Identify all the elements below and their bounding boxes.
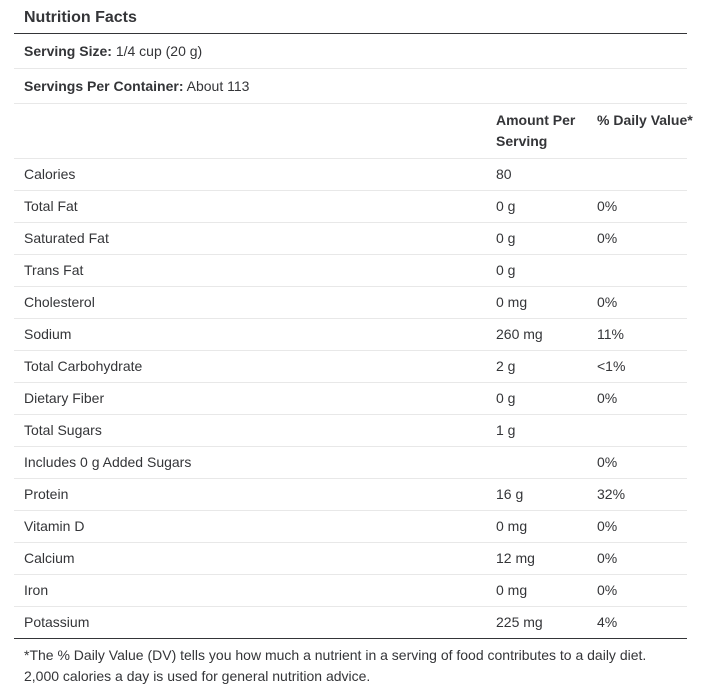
table-row: Iron 0 mg 0%: [14, 575, 687, 607]
column-header-amount-per-serving: Amount Per Serving: [496, 112, 576, 149]
nutrient-name: Total Fat: [24, 198, 78, 214]
nutrient-amount: 260 mg: [496, 326, 543, 342]
nutrient-name: Potassium: [24, 614, 90, 630]
nutrient-name: Calcium: [24, 550, 75, 566]
nutrient-daily-value: 0%: [597, 550, 618, 566]
servings-per-container-row: Servings Per Container: About 113: [14, 69, 687, 104]
nutrient-daily-value: 0%: [597, 518, 618, 534]
nutrient-name: Dietary Fiber: [24, 390, 105, 406]
nutrient-name: Vitamin D: [24, 518, 85, 534]
nutrient-name: Iron: [24, 582, 49, 598]
nutrient-name: Saturated Fat: [24, 230, 109, 246]
table-row: Protein 16 g 32%: [14, 479, 687, 511]
nutrient-daily-value: 0%: [597, 454, 618, 470]
nutrient-amount: 16 g: [496, 486, 524, 502]
nutrient-amount: 0 mg: [496, 294, 528, 310]
table-row: Vitamin D 0 mg 0%: [14, 511, 687, 543]
panel-title: Nutrition Facts: [14, 0, 687, 34]
nutrient-daily-value: 0%: [597, 230, 618, 246]
nutrient-amount: 0 mg: [496, 518, 528, 534]
table-row: Total Fat 0 g 0%: [14, 191, 687, 223]
table-row: Potassium 225 mg 4%: [14, 607, 687, 639]
table-header: Amount Per Serving % Daily Value*: [14, 104, 693, 159]
nutrient-amount: 0 g: [496, 230, 516, 246]
nutrient-name: Calories: [24, 166, 76, 182]
nutrient-amount: 0 g: [496, 198, 516, 214]
nutrient-daily-value: 0%: [597, 294, 618, 310]
nutrient-daily-value: 0%: [597, 390, 618, 406]
nutrient-amount: 0 mg: [496, 582, 528, 598]
nutrient-name: Total Carbohydrate: [24, 358, 143, 374]
nutrient-amount: 12 mg: [496, 550, 535, 566]
nutrient-name: Includes 0 g Added Sugars: [24, 454, 192, 470]
nutrient-amount: 225 mg: [496, 614, 543, 630]
nutrient-amount: 1 g: [496, 422, 516, 438]
nutrient-amount: 0 g: [496, 262, 516, 278]
table-row: Calories 80: [14, 159, 687, 191]
nutrient-daily-value: 0%: [597, 582, 618, 598]
nutrient-daily-value: 11%: [597, 326, 624, 342]
daily-value-footnote: *The % Daily Value (DV) tells you how mu…: [24, 647, 647, 684]
nutrient-daily-value: 32%: [597, 486, 626, 502]
nutrient-daily-value: <1%: [597, 358, 626, 374]
nutrition-facts-panel: Nutrition Facts Serving Size: 1/4 cup (2…: [14, 0, 693, 687]
table-row: Sodium 260 mg 11%: [14, 319, 687, 351]
nutrient-amount: 80: [496, 166, 512, 182]
nutrient-name: Sodium: [24, 326, 72, 342]
nutrient-name: Trans Fat: [24, 262, 84, 278]
table-row: Total Carbohydrate 2 g <1%: [14, 351, 687, 383]
serving-size-label: Serving Size:: [24, 43, 112, 59]
nutrient-name: Protein: [24, 486, 69, 502]
servings-per-container-value: About 113: [186, 78, 250, 94]
table-row: Saturated Fat 0 g 0%: [14, 223, 687, 255]
table-row: Dietary Fiber 0 g 0%: [14, 383, 687, 415]
table-row: Calcium 12 mg 0%: [14, 543, 687, 575]
serving-size-value: 1/4 cup (20 g): [115, 43, 203, 59]
column-header-daily-value: % Daily Value*: [597, 112, 693, 128]
table-row: Cholesterol 0 mg 0%: [14, 287, 687, 319]
table-row: Total Sugars 1 g: [14, 415, 687, 447]
table-row: Trans Fat 0 g: [14, 255, 687, 287]
nutrient-amount: 0 g: [496, 390, 516, 406]
nutrient-daily-value: 0%: [597, 198, 618, 214]
nutrient-daily-value: 4%: [597, 614, 618, 630]
table-row: Includes 0 g Added Sugars 0%: [14, 447, 687, 479]
table-body: Calories 80 Total Fat 0 g 0% Saturated Fat 0 g…: [14, 159, 687, 639]
serving-size-row: Serving Size: 1/4 cup (20 g): [14, 34, 687, 69]
servings-per-container-label: Servings Per Container:: [24, 78, 184, 94]
nutrient-amount: 2 g: [496, 358, 516, 374]
nutrient-name: Cholesterol: [24, 294, 95, 310]
nutrient-name: Total Sugars: [24, 422, 102, 438]
